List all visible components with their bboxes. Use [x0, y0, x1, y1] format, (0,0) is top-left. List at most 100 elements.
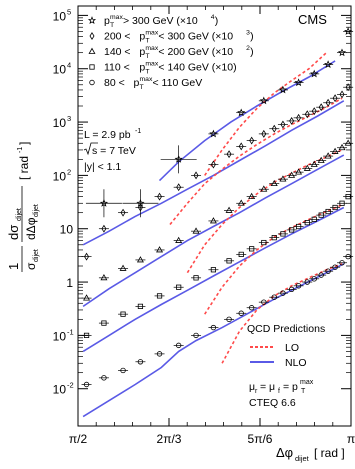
data-point [338, 143, 346, 151]
y-title-denominator: dΔφ [24, 217, 38, 240]
svg-text:max: max [145, 30, 158, 37]
data-point [156, 293, 163, 299]
data-point [296, 113, 302, 122]
svg-text:= p: = p [283, 381, 298, 393]
data-point [295, 223, 302, 230]
data-point [225, 206, 233, 213]
data-point [332, 94, 338, 103]
svg-text:10: 10 [53, 63, 67, 77]
data-point [324, 152, 332, 159]
luminosity-label: L = 2.9 pb [84, 129, 131, 141]
svg-text:T: T [140, 84, 144, 91]
data-point [332, 204, 338, 211]
data-point [209, 217, 217, 224]
data-point [325, 98, 331, 107]
x-tick-label: π/2 [69, 432, 88, 446]
data-point [237, 199, 245, 206]
svg-text:): ) [250, 46, 254, 58]
svg-text:μ: μ [249, 381, 255, 393]
data-point [248, 192, 256, 200]
y-title-numerator-sub: dijet [16, 208, 23, 221]
series-diamond [81, 83, 354, 261]
data-point [248, 305, 255, 311]
y-title-denominator-sub: dijet [33, 204, 40, 217]
y-title-unit: [ rad [17, 156, 31, 180]
scale-label: μ r = μ f = p T max [249, 379, 314, 395]
data-point [304, 279, 310, 285]
data-point [120, 367, 126, 374]
svg-text:max: max [300, 379, 314, 386]
svg-text:r: r [255, 388, 258, 395]
svg-text:max: max [145, 61, 158, 68]
legend-marker [87, 16, 97, 24]
rapidity-label: |y| < 1.1 [84, 161, 121, 173]
data-point [325, 268, 331, 274]
lo-curve [204, 52, 327, 176]
data-point [226, 150, 232, 159]
data-point [193, 332, 199, 339]
data-point [318, 272, 324, 278]
y-title-pre-numerator: 1 [6, 263, 21, 270]
svg-text:> 300 GeV (×10: > 300 GeV (×10 [123, 15, 198, 27]
data-point [310, 69, 319, 78]
y-title-pre-denominator-sub: dijet [33, 249, 40, 262]
data-point [226, 316, 232, 323]
data-point [157, 192, 163, 201]
y-tick-label: 10 3 [53, 114, 72, 130]
data-point [332, 264, 338, 270]
svg-text:4: 4 [67, 61, 71, 70]
data-point [119, 264, 127, 271]
svg-text:max: max [140, 76, 153, 83]
predictions-title: QCD Predictions [247, 323, 325, 335]
data-point [271, 124, 277, 133]
svg-text:2: 2 [67, 167, 71, 176]
series-triangle [81, 139, 354, 301]
data-point [156, 246, 164, 253]
x-title-main: Δφ [276, 445, 293, 460]
sqrt-s-label: s = 7 TeV [92, 145, 136, 157]
y-tick-label: 10 -2 [53, 381, 74, 397]
data-point [101, 224, 107, 233]
svg-text:10: 10 [53, 383, 67, 397]
data-point [279, 175, 287, 182]
lo-curve [204, 204, 343, 315]
svg-text:140 <: 140 < [104, 46, 131, 58]
svg-text:10: 10 [53, 9, 67, 23]
y-tick-label: 1 [66, 276, 73, 290]
data-point [100, 274, 108, 281]
svg-text:4: 4 [211, 14, 215, 21]
svg-text:200 <: 200 < [104, 31, 131, 43]
data-point [295, 283, 302, 289]
y-tick-label: 10 5 [53, 7, 72, 23]
luminosity-sup: -1 [135, 128, 141, 135]
lo-curve [186, 149, 343, 274]
data-point [280, 231, 286, 237]
data-point [99, 199, 109, 207]
run-info: L = 2.9 pb -1 s = 7 TeV |y| < 1.1 [83, 128, 141, 173]
data-point [137, 203, 143, 212]
data-point [101, 320, 107, 326]
data-point [339, 260, 345, 266]
sqrt-symbol [83, 142, 98, 156]
data-point [260, 185, 268, 192]
svg-text:< 140 GeV (×10): < 140 GeV (×10) [158, 62, 236, 74]
data-point [303, 164, 311, 171]
data-point [174, 155, 183, 163]
data-point [344, 27, 353, 35]
nlo-curve [82, 100, 345, 246]
data-point [288, 286, 295, 293]
x-axis-title: Δφ dijet [ rad ] [276, 445, 345, 463]
data-point [311, 107, 317, 116]
legend-marker [89, 64, 95, 70]
svg-text:T: T [145, 69, 149, 76]
data-point [289, 116, 295, 125]
svg-text:p: p [104, 15, 110, 27]
data-point [176, 284, 182, 290]
svg-text:3: 3 [246, 30, 250, 37]
data-point [310, 160, 318, 167]
svg-text:2: 2 [246, 45, 250, 52]
